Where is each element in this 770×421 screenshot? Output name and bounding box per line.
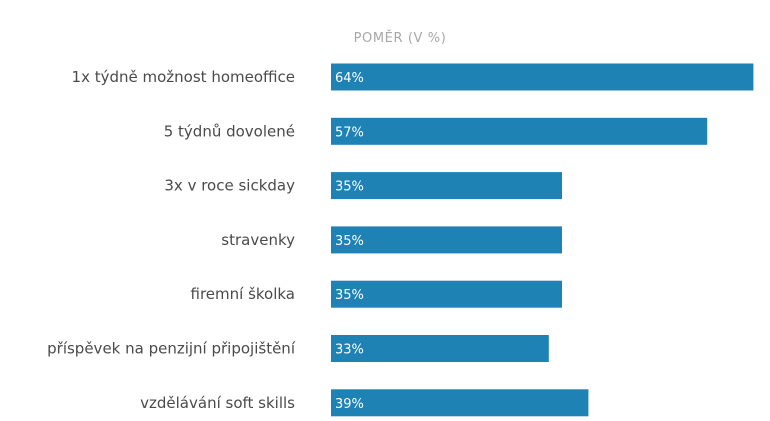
data-label: 39% [335,397,364,412]
category-label: 5 týdnů dovolené [164,122,295,140]
data-label: 35% [335,288,364,303]
bar-row-stravenky: stravenky 35% [221,226,562,254]
bar [331,63,754,91]
data-label: 33% [335,343,364,358]
bar-rows: 1x týdně možnost homeoffice 64% 5 týdnů do… [47,63,754,417]
bar [331,226,562,254]
bar-row-prispevek-na-penzijni-pripojisteni: příspěvek na penzijní připojištění 33% [47,335,549,362]
bar-row-vzdelavani-soft-skills: vzdělávání soft skills 39% [140,389,589,417]
category-label: firemní školka [191,285,296,303]
bar-row-3x-v-roce-sickday: 3x v roce sickday 35% [164,172,562,200]
category-label: 1x týdně možnost homeoffice [72,68,295,86]
data-label: 35% [335,180,364,195]
bar [331,172,562,200]
category-label: vzdělávání soft skills [140,394,295,412]
bar-row-firemni-skolka: firemní školka 35% [191,280,562,308]
category-label: 3x v roce sickday [164,177,295,195]
category-label: stravenky [221,231,295,249]
chart-header: POMĚR (V %) [354,30,447,46]
category-label: příspěvek na penzijní připojištění [47,340,296,358]
data-label: 64% [335,71,364,86]
bar [331,280,562,308]
data-label: 57% [335,125,364,140]
bar-row-5-tydnu-dovolene: 5 týdnů dovolené 57% [164,117,708,145]
bar [331,335,549,362]
data-label: 35% [335,234,364,249]
bar-row-1x-tydne-moznost-homeoffice: 1x týdně možnost homeoffice 64% [72,63,754,91]
bar [331,117,708,145]
bar [331,389,589,417]
